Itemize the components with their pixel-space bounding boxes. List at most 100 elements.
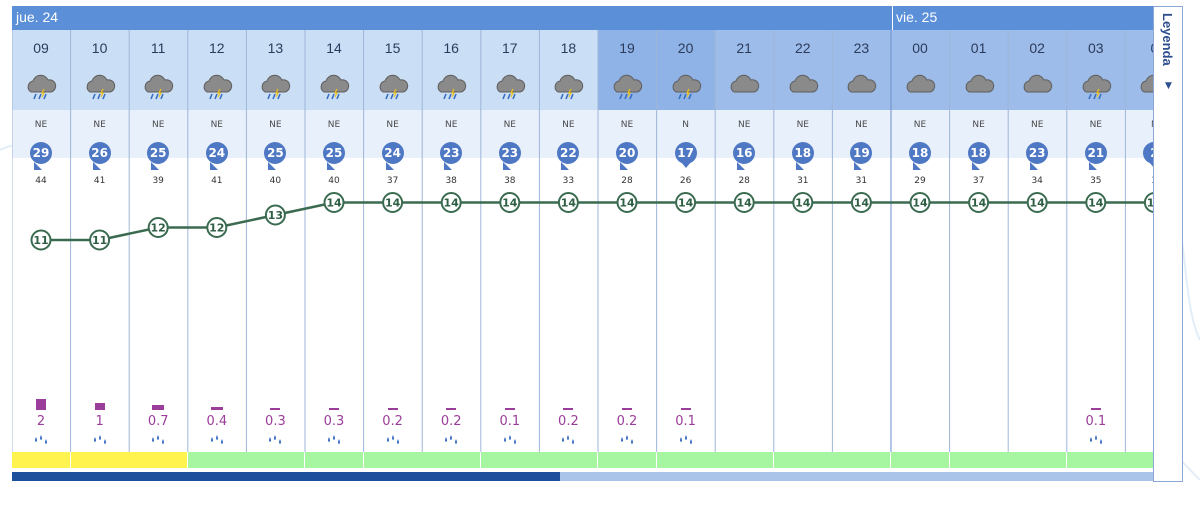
rain-drops-icon: [679, 435, 692, 444]
temperature-point: 14: [1026, 192, 1048, 213]
wind-arrow-icon: [561, 162, 570, 170]
temperature-point: 14: [792, 192, 814, 213]
hour-column[interactable]: 17 NE 23 38 0.1: [480, 30, 539, 468]
hour-column[interactable]: 15 NE 24 37 0.2: [363, 30, 422, 468]
hour-label: 03: [1088, 40, 1104, 56]
precip-bar: [210, 407, 223, 410]
temperature-label: 13: [268, 209, 283, 222]
wind-speed-badge: 29: [30, 142, 52, 164]
hour-label: 17: [502, 40, 518, 56]
wind-direction: NE: [269, 120, 282, 130]
rain-drops-icon: [152, 435, 165, 444]
cloud-icon: [903, 72, 937, 102]
precip-bar: [680, 408, 691, 410]
temperature-label: 14: [1030, 197, 1046, 210]
hour-column[interactable]: 09 NE 29 44 2: [12, 30, 70, 468]
precip-amount: 0.2: [616, 414, 638, 429]
wind-gust: 34: [1031, 176, 1043, 186]
alert-band: [1008, 452, 1067, 468]
horizontal-scrollbar[interactable]: [12, 472, 1153, 481]
precip-amount: 1: [95, 414, 104, 429]
precip-bar: [1090, 408, 1101, 410]
alert-band: [656, 452, 715, 468]
hour-column[interactable]: 21 NE 16 28: [715, 30, 774, 468]
hour-header-bg: [598, 30, 657, 110]
alert-band: [12, 452, 70, 468]
wind-direction: NE: [737, 120, 751, 130]
precip-bar: [504, 408, 515, 410]
wind-gust: 41: [211, 176, 223, 186]
precip-amount: 0.2: [382, 414, 403, 429]
wind-speed-badge: 25: [323, 142, 345, 164]
hour-column[interactable]: 19 NE 20 28 0.2: [598, 30, 656, 468]
wind-gust: 40: [328, 176, 340, 186]
hour-column[interactable]: 20 N 17 26 0.1: [656, 30, 715, 468]
day-label-friday: vie. 25: [896, 9, 938, 25]
hour-header-bg: [1066, 30, 1126, 110]
precip-bar: [329, 408, 339, 410]
hour-column[interactable]: 14 NE 25 40 0.3: [305, 30, 363, 468]
hour-column[interactable]: 16 NE 23 38 0.2: [422, 30, 481, 468]
temperature-point: 14: [499, 192, 521, 213]
wind-gust: 41: [93, 176, 106, 186]
wind-gust: 26: [679, 176, 692, 186]
hour-header-bg: [949, 30, 1009, 110]
wind-speed-badge: 18: [791, 142, 814, 164]
hour-column[interactable]: 01 NE 18 37: [949, 30, 1008, 468]
hour-column[interactable]: 18 NE 22 33 0.2: [539, 30, 598, 468]
temperature-point: 11: [89, 229, 111, 251]
rain-drops-icon: [503, 435, 516, 444]
wind-arrow-icon: [737, 162, 746, 170]
hour-column[interactable]: 22 NE 18 31: [773, 30, 832, 468]
forecast-table: jue. 24 vie. 25 09 NE 29 44 2 10 NE 26 41 1 11 NE…: [12, 6, 1153, 482]
hour-label: 0: [1125, 40, 1153, 56]
wind-gust: 44: [35, 176, 47, 186]
wind-direction: NE: [327, 120, 341, 130]
alert-band: [129, 452, 188, 468]
temperature-point: 14: [382, 192, 404, 213]
hour-column[interactable]: 12 NE 24 41 0.4: [187, 30, 246, 468]
legend-tab[interactable]: Leyenda ▼: [1153, 6, 1183, 482]
hour-label: 20: [677, 40, 694, 56]
wind-arrow-icon: [971, 162, 980, 170]
hour-column[interactable]: 13 NE 25 40 0.3: [246, 30, 305, 468]
rain-drops-icon: [386, 435, 399, 444]
precip-amount: 0.1: [1085, 414, 1107, 429]
temperature-point: 14: [440, 192, 462, 213]
alert-band: [1066, 452, 1125, 468]
storm-rain-icon: [493, 72, 527, 102]
hour-label: 22: [795, 40, 811, 56]
wind-direction: NE: [855, 120, 868, 130]
hour-column[interactable]: 03 NE 21 35 0.1: [1066, 30, 1125, 468]
hour-header-bg: [12, 30, 71, 110]
wind-direction: NE: [210, 120, 223, 130]
temperature-point: 14: [850, 192, 872, 213]
wind-speed-badge: 20: [616, 142, 638, 164]
precip-bar: [36, 399, 46, 410]
hour-column[interactable]: 11 NE 25 39 0.7: [129, 30, 188, 468]
legend-arrow-icon: ▼: [1165, 81, 1172, 91]
wind-speed-badge: 23: [440, 142, 463, 164]
hour-column[interactable]: 0 N 2 3: [1125, 30, 1153, 468]
temperature-label: 14: [971, 197, 987, 210]
hour-column[interactable]: 23 NE 19 31: [832, 30, 891, 468]
wind-arrow-icon: [151, 162, 160, 170]
wind-direction: NE: [93, 120, 106, 130]
wind-speed-badge: 17: [674, 142, 697, 164]
hour-column[interactable]: 00 NE 18 29: [891, 30, 949, 468]
hour-column[interactable]: 10 NE 26 41 1: [70, 30, 129, 468]
wind-gust: 40: [269, 176, 282, 186]
temperature-label: 11: [33, 234, 48, 247]
alert-band: [715, 452, 774, 468]
hour-label: 18: [560, 40, 577, 56]
wind-gust: 28: [738, 176, 750, 186]
temperature-point: 11: [30, 229, 52, 251]
wind-gust: 38: [445, 176, 457, 186]
temperature-label: 14: [737, 197, 753, 210]
hour-column[interactable]: 02 NE 23 34: [1008, 30, 1067, 468]
cloud-icon: [727, 72, 761, 102]
temperature-label: 14: [502, 197, 518, 210]
wind-arrow-icon: [1030, 162, 1039, 170]
scrollbar-thumb[interactable]: [12, 472, 560, 481]
storm-rain-icon: [434, 72, 468, 102]
